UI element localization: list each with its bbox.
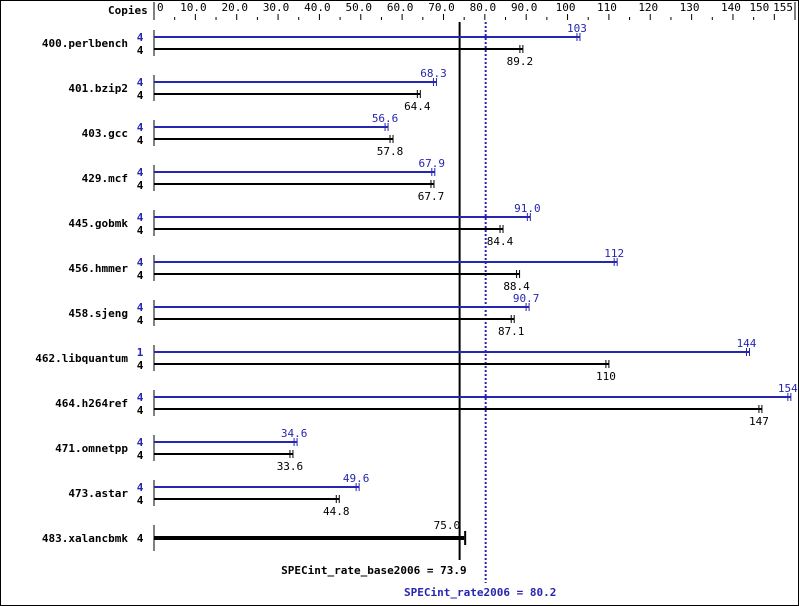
tick-label: 40.0 — [304, 1, 331, 14]
tick-label: 30.0 — [263, 1, 290, 14]
peak-value-label: 91.0 — [514, 202, 541, 215]
base-metric-label: SPECint_rate_base2006 = 73.9 — [281, 564, 466, 577]
benchmark-label: 458.sjeng — [68, 307, 128, 320]
peak-copies: 1 — [137, 346, 144, 359]
benchmark-label: 471.omnetpp — [55, 442, 128, 455]
tick-label: 60.0 — [387, 1, 414, 14]
base-copies: 4 — [137, 224, 144, 237]
base-copies: 4 — [137, 404, 144, 417]
base-copies: 4 — [137, 179, 144, 192]
base-copies: 4 — [137, 359, 144, 372]
peak-value-label: 154 — [778, 382, 798, 395]
base-copies: 4 — [137, 494, 144, 507]
tick-label: 80.0 — [470, 1, 497, 14]
tick-label: 140 — [721, 1, 741, 14]
peak-copies: 4 — [137, 76, 144, 89]
base-value-label: 147 — [749, 415, 769, 428]
benchmark-label: 473.astar — [68, 487, 128, 500]
base-value-label: 75.0 — [434, 519, 461, 532]
peak-copies: 4 — [137, 31, 144, 44]
peak-value-label: 144 — [737, 337, 757, 350]
base-value-label: 87.1 — [498, 325, 525, 338]
peak-value-label: 56.6 — [372, 112, 399, 125]
base-copies: 4 — [137, 44, 144, 57]
peak-value-label: 103 — [567, 22, 587, 35]
tick-label: 90.0 — [511, 1, 538, 14]
peak-copies: 4 — [137, 211, 144, 224]
peak-value-label: 112 — [604, 247, 624, 260]
peak-copies: 4 — [137, 481, 144, 494]
tick-label: 20.0 — [221, 1, 248, 14]
peak-copies: 4 — [137, 166, 144, 179]
tick-label: 10.0 — [180, 1, 207, 14]
peak-copies: 4 — [137, 121, 144, 134]
benchmark-label: 400.perlbench — [42, 37, 128, 50]
peak-value-label: 90.7 — [513, 292, 540, 305]
tick-label: 150 — [749, 1, 769, 14]
base-value-label: 89.2 — [507, 55, 534, 68]
benchmark-label: 464.h264ref — [55, 397, 128, 410]
base-copies: 4 — [137, 134, 144, 147]
base-value-label: 57.8 — [377, 145, 404, 158]
tick-label: 70.0 — [428, 1, 455, 14]
base-value-label: 33.6 — [277, 460, 304, 473]
benchmark-label: 401.bzip2 — [68, 82, 128, 95]
benchmark-label: 445.gobmk — [68, 217, 128, 230]
benchmark-label: 429.mcf — [82, 172, 128, 185]
base-value-label: 110 — [596, 370, 616, 383]
tick-label: 0 — [157, 1, 164, 14]
base-value-label: 84.4 — [487, 235, 514, 248]
base-value-label: 64.4 — [404, 100, 431, 113]
base-copies: 4 — [137, 532, 144, 545]
peak-copies: 4 — [137, 256, 144, 269]
benchmark-label: 456.hmmer — [68, 262, 128, 275]
peak-value-label: 34.6 — [281, 427, 308, 440]
copies-header: Copies — [108, 4, 148, 17]
benchmark-label: 403.gcc — [82, 127, 128, 140]
base-copies: 4 — [137, 269, 144, 282]
tick-label: 110 — [597, 1, 617, 14]
peak-copies: 4 — [137, 436, 144, 449]
tick-label: 50.0 — [346, 1, 373, 14]
base-copies: 4 — [137, 449, 144, 462]
tick-label: 120 — [638, 1, 658, 14]
base-value-label: 88.4 — [503, 280, 530, 293]
base-copies: 4 — [137, 89, 144, 102]
peak-copies: 4 — [137, 301, 144, 314]
tick-label: 155 — [773, 1, 793, 14]
peak-value-label: 68.3 — [420, 67, 447, 80]
base-value-label: 44.8 — [323, 505, 350, 518]
benchmark-label: 462.libquantum — [35, 352, 128, 365]
base-copies: 4 — [137, 314, 144, 327]
base-value-label: 67.7 — [418, 190, 445, 203]
peak-value-label: 67.9 — [419, 157, 446, 170]
tick-label: 100 — [556, 1, 576, 14]
peak-metric-label: SPECint_rate2006 = 80.2 — [404, 586, 556, 599]
tick-label: 130 — [680, 1, 700, 14]
peak-value-label: 49.6 — [343, 472, 370, 485]
peak-copies: 4 — [137, 391, 144, 404]
benchmark-label: 483.xalancbmk — [42, 532, 128, 545]
